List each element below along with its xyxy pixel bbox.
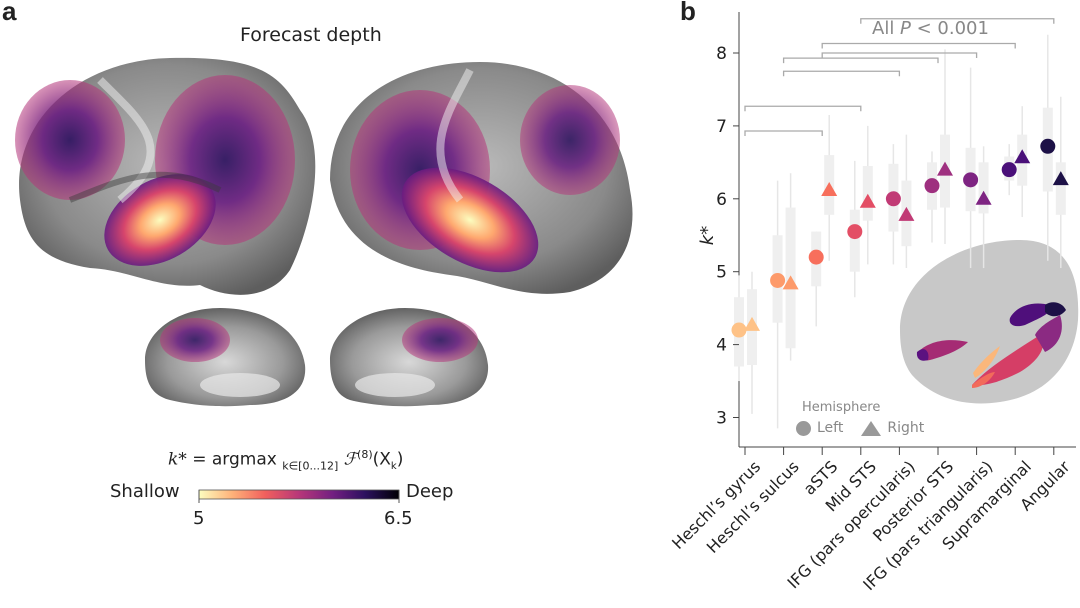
inset-brain-roi-map <box>900 240 1079 404</box>
left-marker <box>808 249 824 265</box>
box <box>849 209 860 272</box>
significance-bracket <box>782 70 901 77</box>
sig-p: P <box>900 18 911 39</box>
formula-arg-sub: k <box>390 461 397 473</box>
left-marker <box>847 224 863 240</box>
significance-bracket <box>821 52 978 58</box>
left-marker <box>770 272 786 288</box>
box <box>978 162 989 214</box>
right-medial-brain <box>330 308 489 407</box>
legend: Left Right <box>796 420 924 436</box>
sig-suffix: < 0.001 <box>910 18 989 39</box>
right-marker <box>782 275 799 290</box>
formula-arg: (X <box>372 449 391 470</box>
sig-prefix: All <box>872 18 901 39</box>
y-tick-label: 4 <box>716 336 727 356</box>
formula-close: ) <box>396 449 404 470</box>
colorbar-min-label: 5 <box>193 508 205 529</box>
right-marker <box>937 161 953 176</box>
panel-a-label: a <box>2 0 17 26</box>
formula-subscript: k∈[0...12] <box>282 459 339 473</box>
colorbar <box>198 489 400 500</box>
right-marker <box>1052 171 1069 186</box>
right-marker <box>744 316 760 331</box>
box <box>734 297 744 367</box>
right-marker <box>898 206 915 221</box>
right-marker <box>1014 149 1031 164</box>
y-tick-label: 3 <box>716 409 727 429</box>
box <box>1055 162 1066 215</box>
significance-bracket <box>821 42 1016 49</box>
y-tick-label: 5 <box>716 263 727 283</box>
legend-right-label: Right <box>887 420 925 436</box>
box <box>785 207 796 349</box>
left-marker <box>731 322 747 338</box>
colorbar-shallow-label: Shallow <box>110 481 180 502</box>
left-marker <box>1001 162 1017 178</box>
left-lateral-brain <box>15 57 316 295</box>
left-medial-brain <box>145 308 306 407</box>
panel-b-label: b <box>680 0 696 26</box>
significance-label: All P < 0.001 <box>872 18 989 39</box>
legend-triangle-icon <box>861 420 882 436</box>
right-lateral-brain <box>330 62 633 294</box>
legend-title: Hemisphere <box>802 400 881 415</box>
box <box>1042 107 1053 192</box>
colorbar-deep-label: Deep <box>406 481 454 502</box>
y-axis-label: k* <box>697 225 719 246</box>
box <box>811 231 822 287</box>
colorbar-max-label: 6.5 <box>384 508 413 529</box>
box <box>927 162 937 210</box>
formula-func: ℱ <box>343 449 358 470</box>
left-marker <box>963 172 979 188</box>
right-marker <box>859 193 876 208</box>
left-marker <box>1040 138 1056 154</box>
box <box>888 163 899 232</box>
right-marker <box>821 182 838 197</box>
box <box>940 134 950 208</box>
formula-k-star: k* <box>168 449 187 470</box>
significance-bracket <box>782 57 939 64</box>
significance-bracket <box>744 105 862 112</box>
box <box>772 235 783 323</box>
significance-bracket <box>744 130 823 137</box>
brain-surfaces <box>15 57 633 503</box>
box <box>965 147 976 212</box>
left-marker <box>924 178 940 194</box>
y-tick-label: 8 <box>716 44 727 64</box>
box <box>824 155 835 215</box>
box <box>747 289 757 366</box>
formula-superscript: (8) <box>357 448 373 461</box>
y-tick-label: 6 <box>716 190 727 210</box>
forecast-depth-title: Forecast depth <box>240 24 382 46</box>
argmax-formula: k* = argmax k∈[0...12] ℱ(8)(Xk) <box>168 448 403 473</box>
box <box>1004 156 1015 181</box>
y-tick-label: 7 <box>716 117 727 137</box>
legend-circle-icon <box>796 420 811 436</box>
box <box>1017 134 1028 186</box>
box <box>901 180 912 247</box>
box <box>862 165 873 221</box>
left-marker <box>885 191 901 207</box>
right-marker <box>975 190 992 205</box>
formula-argmax: = argmax <box>186 449 283 470</box>
legend-left-label: Left <box>817 420 844 436</box>
